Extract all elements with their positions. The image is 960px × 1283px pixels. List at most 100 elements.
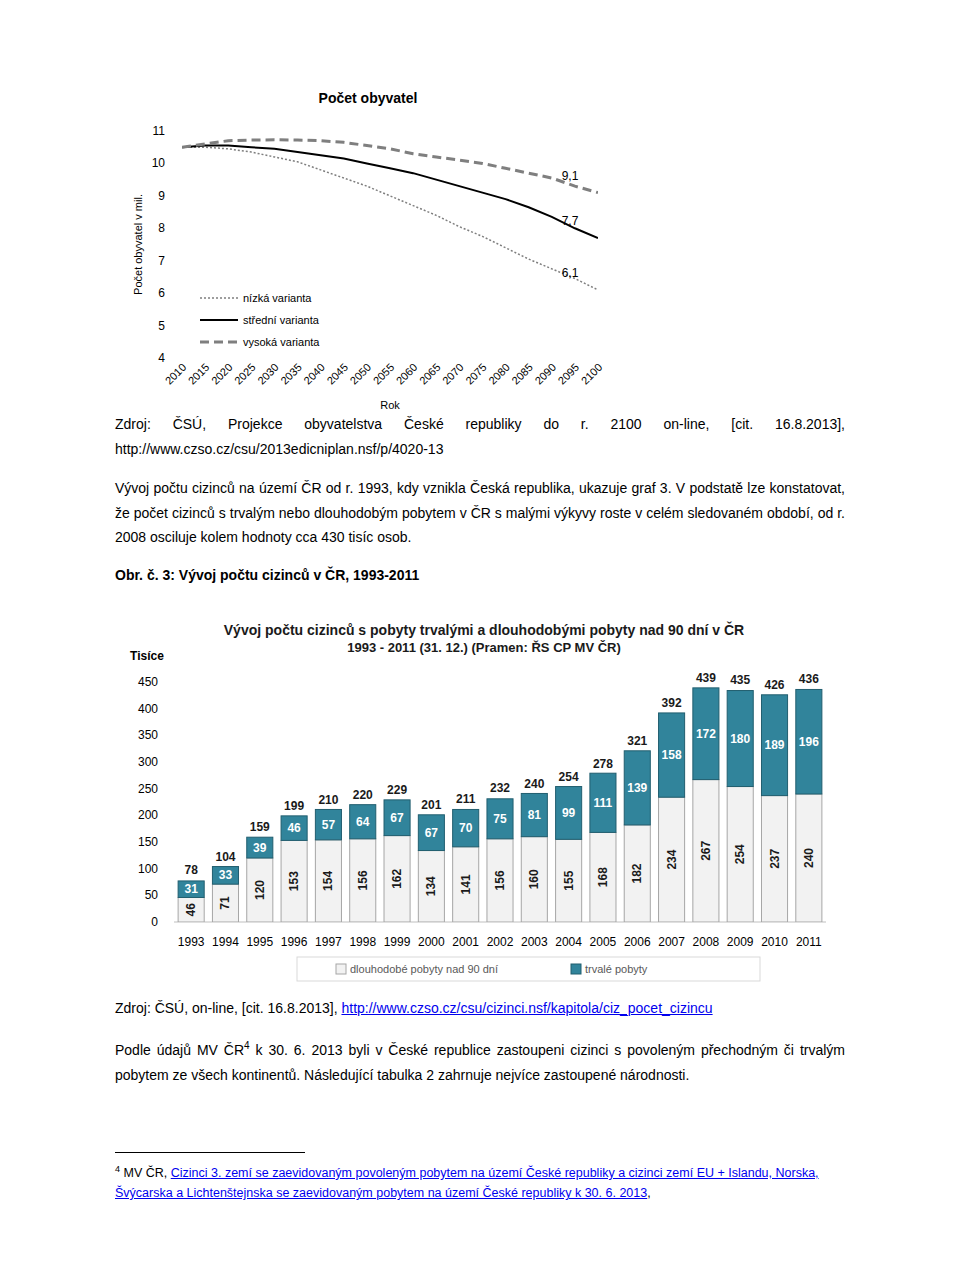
data-label: 156 — [493, 870, 507, 890]
x-tick-label: 2040 — [301, 361, 327, 387]
data-label: 240 — [802, 848, 816, 868]
y-tick-label: 150 — [138, 835, 158, 849]
bar-segment — [727, 787, 753, 922]
total-label: 240 — [524, 777, 544, 791]
total-label: 232 — [490, 781, 510, 795]
source-text-content: Zdroj: ČSÚ, Projekce obyvatelstva České … — [115, 416, 845, 457]
legend-swatch — [200, 341, 238, 344]
data-label: 237 — [768, 848, 782, 868]
chart-foreigners: Vývoj počtu cizinců s pobyty trvalými a … — [130, 621, 826, 981]
total-label: 201 — [421, 798, 441, 812]
y-tick-label: 450 — [138, 675, 158, 689]
data-label: 139 — [627, 781, 647, 795]
data-label: 254 — [733, 844, 747, 864]
paragraph: Podle údajů MV ČR4 k 30. 6. 2013 byli v … — [115, 1038, 845, 1087]
total-label: 220 — [353, 788, 373, 802]
y-tick-label: 200 — [138, 808, 158, 822]
data-label: 81 — [528, 808, 542, 822]
data-label: 120 — [253, 880, 267, 900]
source-text-content: Zdroj: ČSÚ, on-line, [cit. 16.8.2013], — [115, 1000, 341, 1016]
link[interactable]: Cizinci 3. zemí se zaevidovaným povolený… — [115, 1166, 819, 1200]
bar-segment — [281, 840, 307, 922]
data-label: 75 — [493, 812, 507, 826]
x-tick-label: 2004 — [555, 935, 582, 949]
data-label: 39 — [253, 841, 267, 855]
total-label: 229 — [387, 783, 407, 797]
bar-segment — [761, 695, 787, 796]
data-labels: 4631787133104120391591534619915457210156… — [184, 671, 819, 917]
x-axis-label: Rok — [380, 399, 400, 411]
x-tick-label: 2035 — [278, 361, 304, 387]
x-tick-label: 2030 — [255, 361, 281, 387]
legend-box — [297, 957, 760, 981]
bar-segment — [212, 884, 238, 922]
y-tick-label: 300 — [138, 755, 158, 769]
chart-population: Počet obyvatelPočet obyvatel v mil.Rok45… — [132, 90, 604, 411]
data-label: 57 — [322, 818, 336, 832]
data-label: 155 — [562, 870, 576, 890]
bar-segment — [384, 800, 410, 836]
y-tick-label: 400 — [138, 702, 158, 716]
total-label: 436 — [799, 672, 819, 686]
paragraph-text: Podle údajů MV ČR — [115, 1042, 244, 1058]
x-tick-label: 2002 — [487, 935, 514, 949]
total-label: 159 — [250, 820, 270, 834]
link[interactable]: http://www.czso.cz/csu/cizinci.nsf/kapit… — [341, 1000, 712, 1016]
bar-segment — [727, 691, 753, 787]
data-label: 141 — [459, 874, 473, 894]
x-tick-label: 1994 — [212, 935, 239, 949]
x-tick-label: 2011 — [796, 935, 822, 949]
x-tick-label: 1996 — [281, 935, 308, 949]
footnote-text: , — [647, 1186, 650, 1200]
data-label: 153 — [287, 871, 301, 891]
bar-segment — [693, 688, 719, 780]
x-tick-label: 2100 — [579, 361, 605, 387]
bar-segment — [659, 797, 685, 922]
legend-label: dlouhodobé pobyty nad 90 dní — [350, 963, 498, 975]
y-tick-label: 100 — [138, 862, 158, 876]
bar-segment — [315, 809, 341, 839]
legend-swatch — [571, 964, 581, 974]
total-label: 254 — [559, 770, 579, 784]
data-label: 180 — [730, 732, 750, 746]
y-tick-label: 350 — [138, 728, 158, 742]
data-label: 64 — [356, 815, 370, 829]
footnote-ref: 4 — [244, 1040, 250, 1051]
x-tick-label: 2055 — [371, 361, 397, 387]
x-tick-label: 2065 — [417, 361, 443, 387]
bar-segment — [453, 809, 479, 846]
bar-segment — [761, 796, 787, 922]
bar-segment — [178, 881, 204, 898]
data-label: 182 — [630, 863, 644, 883]
x-tick-label: 1997 — [315, 935, 342, 949]
bar-segment — [178, 897, 204, 922]
footnote-text: MV ČR, — [120, 1166, 171, 1180]
y-axis-label: Tisíce — [130, 649, 164, 663]
bar-segment — [315, 840, 341, 922]
x-tick-label: 2000 — [418, 935, 445, 949]
data-label: 196 — [799, 735, 819, 749]
x-tick-label: 1999 — [384, 935, 411, 949]
data-label: 111 — [594, 796, 613, 810]
x-tick-label: 2050 — [348, 361, 374, 387]
bar-segment — [247, 837, 273, 858]
total-label: 321 — [627, 734, 647, 748]
data-label: 67 — [390, 811, 404, 825]
source-text: Zdroj: ČSÚ, Projekce obyvatelstva České … — [115, 412, 845, 461]
data-label: 46 — [287, 821, 301, 835]
y-tick-label: 11 — [153, 124, 166, 138]
data-label: 46 — [184, 903, 198, 917]
x-tick-label: 2025 — [232, 361, 258, 387]
y-axis-label: Počet obyvatel v mil. — [132, 194, 144, 295]
chart-subtitle: 1993 - 2011 (31. 12.) (Pramen: ŘS CP MV … — [347, 640, 621, 655]
bar-segment — [693, 780, 719, 922]
x-tick-label: 2060 — [394, 361, 420, 387]
data-label: 158 — [662, 748, 682, 762]
data-label: 67 — [425, 826, 439, 840]
total-label: 211 — [456, 792, 476, 806]
y-tick-label: 7 — [158, 254, 165, 268]
bar-segment — [659, 713, 685, 797]
x-tick-label: 1993 — [178, 935, 205, 949]
x-tick-label: 2075 — [463, 361, 489, 387]
bar-segment — [521, 793, 547, 836]
